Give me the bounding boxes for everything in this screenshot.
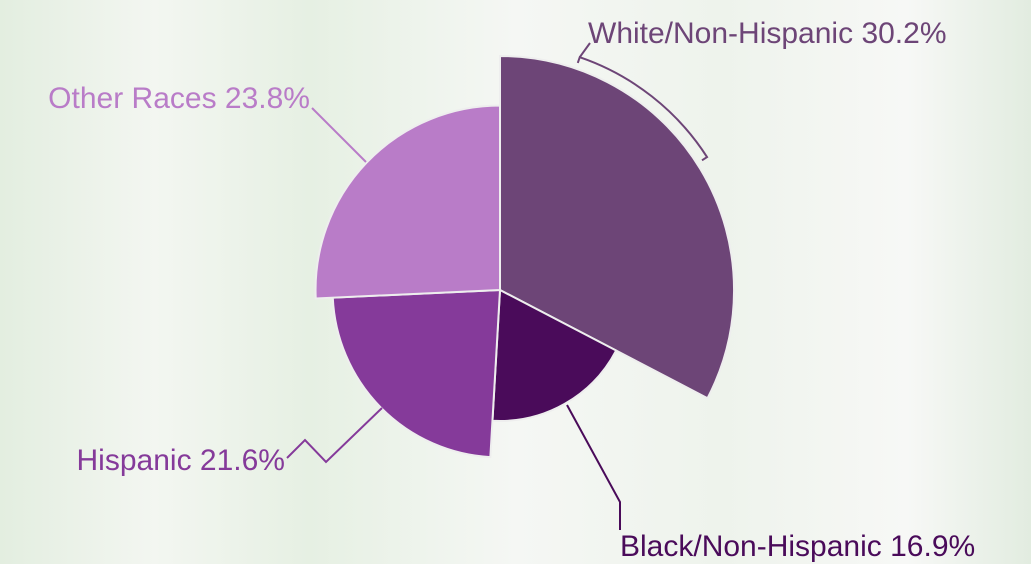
slice-label: Other Races 23.8% [48,82,310,115]
label-value: 23.8% [225,82,310,115]
slice-label: Hispanic 21.6% [77,444,285,477]
leader-line [311,107,367,163]
slice [314,104,501,300]
label-value: 30.2% [861,17,946,50]
label-value: 16.9% [890,530,975,563]
label-name: Other Races [48,82,216,115]
leader-line [566,404,621,530]
slice [499,54,736,400]
label-name: Black/Non-Hispanic [620,530,882,563]
slice-label: White/Non-Hispanic 30.2% [588,17,947,50]
label-name: White/Non-Hispanic [588,17,853,50]
pie [314,54,736,459]
leader-line [286,407,383,464]
slice-label: Black/Non-Hispanic 16.9% [620,530,975,563]
labels: White/Non-Hispanic 30.2% Black/Non-Hispan… [48,17,975,563]
label-name: Hispanic [77,444,192,477]
label-value: 21.6% [200,444,285,477]
slice [491,288,618,422]
leader-line [576,42,709,162]
